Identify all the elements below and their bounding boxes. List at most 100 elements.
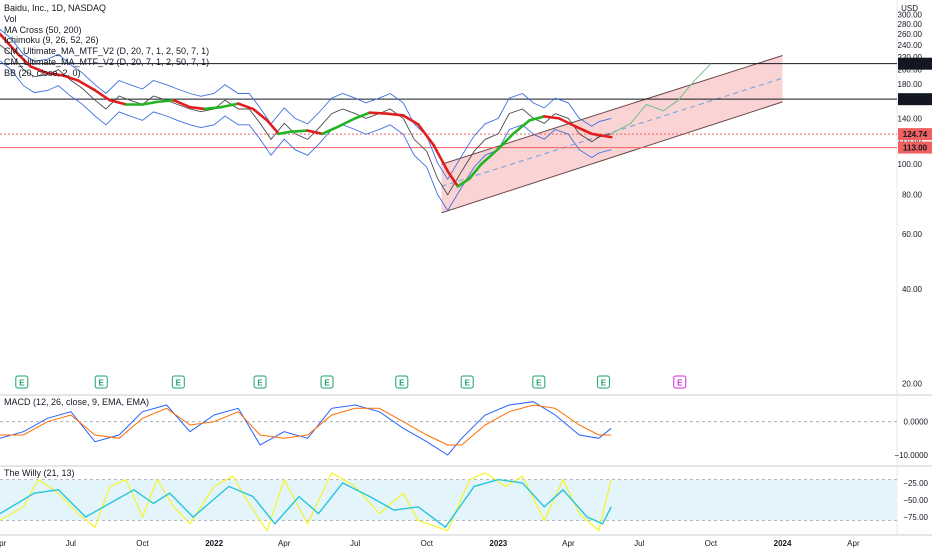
price-axis-tick-13: 280.00 [898, 20, 923, 29]
price-axis-tick-1: 40.00 [902, 285, 923, 294]
price-axis-tick-8: 180.00 [898, 80, 923, 89]
earnings-marker-5 [395, 375, 409, 389]
cm-ma-segment-35 [511, 119, 531, 136]
cm-ma-segment-28 [416, 123, 436, 147]
cm-ma-segment-23 [337, 117, 357, 128]
cm-ma-segment-10 [141, 100, 159, 106]
earnings-marker-9 [673, 375, 687, 389]
macd-signal-line [0, 404, 612, 446]
regression-channel-upper [441, 55, 783, 165]
cm-ma-segment-39 [574, 125, 594, 136]
price-axis-tick-12: 260.00 [898, 30, 923, 39]
cm-ma-segment-8 [108, 98, 128, 106]
cm-ma-segment-22 [321, 125, 341, 136]
earnings-marker-label-5: E [399, 379, 405, 388]
cm-ma-segment-38 [557, 117, 577, 128]
cm-ma-segment-4 [46, 71, 64, 77]
macd-line [0, 401, 612, 456]
price-axis-tick-2: 60.00 [902, 230, 923, 239]
time-axis-tick-5: Jul [350, 539, 360, 548]
cm-ma-segment-29 [432, 143, 450, 173]
legend-indicator-cm-ma-2[interactable]: CM_Ultimate_MA_MTF_V2 (D, 20, 7, 1, 2, 5… [4, 56, 210, 67]
cm-ma-segment-21 [306, 129, 324, 136]
cm-ma-segment-13 [188, 105, 207, 111]
willy-pane-title[interactable]: The Willy (21, 13) [4, 468, 75, 478]
cm-ma-segment-33 [479, 147, 500, 166]
level-label-1: 161.16 [903, 95, 928, 104]
legend-indicator-vol[interactable]: Vol [4, 13, 17, 24]
cm-ma-segment-12 [172, 98, 192, 109]
cm-ma-segment-36 [528, 115, 546, 122]
willy-axis-tick-0: −25.00 [903, 479, 928, 488]
earnings-marker-3 [253, 375, 267, 389]
legend-indicator-bb[interactable]: BB (20, close, 2, 0) [4, 67, 81, 78]
cm-ma-segment-25 [368, 111, 388, 115]
time-axis-tick-7: 2023 [489, 539, 507, 548]
willy-axis-tick-1: −50.00 [903, 496, 928, 505]
level-label-0: 209.09 [903, 60, 928, 69]
time-axis-tick-8: Apr [562, 539, 575, 548]
earnings-marker-label-6: E [465, 379, 471, 388]
time-axis-tick-1: Jul [66, 539, 76, 548]
cm-ma-segment-37 [542, 115, 561, 120]
price-axis-tick-3: 80.00 [902, 191, 923, 200]
cm-ma-segment-16 [236, 102, 255, 111]
level-label-bg-1 [898, 93, 932, 106]
cm-ma-segment-5 [60, 74, 80, 82]
earnings-marker-0 [15, 375, 29, 389]
earnings-marker-label-2: E [176, 379, 182, 388]
level-label-3: 113.00 [903, 144, 928, 153]
level-label-bg-2 [898, 128, 932, 141]
willy-signal-line [0, 478, 612, 529]
time-axis-tick-6: Oct [420, 539, 433, 548]
earnings-marker-label-7: E [536, 379, 542, 388]
willy-line [0, 471, 612, 532]
legend-indicator-ichimoku[interactable]: Ichimoku (9, 26, 52, 26) [4, 35, 99, 46]
legend-indicator-cm-ma-1[interactable]: CM_Ultimate_MA_MTF_V2 (D, 20, 7, 1, 2, 5… [4, 46, 210, 57]
time-axis-tick-9: Jul [634, 539, 644, 548]
currency-label: USD [901, 4, 918, 13]
earnings-marker-7 [532, 375, 546, 389]
cm-ma-segment-6 [76, 79, 97, 92]
cm-ma-segment-20 [289, 129, 309, 133]
price-axis-tick-4: 100.00 [898, 160, 923, 169]
willy-axis-tick-2: −75.00 [903, 513, 928, 522]
time-axis-tick-4: Apr [278, 539, 291, 548]
level-label-2: 124.74 [903, 130, 928, 139]
cm-ma-segment-34 [497, 132, 515, 151]
cm-ma-segment-14 [203, 105, 223, 111]
level-label-bg-3 [898, 141, 932, 154]
price-axis-tick-11: 240.00 [898, 41, 923, 50]
cm-ma-segment-30 [446, 169, 460, 188]
macd-pane-title[interactable]: MACD (12, 26, close, 9, EMA, EMA) [4, 397, 150, 407]
time-axis-tick-11: 2024 [774, 539, 792, 548]
regression-channel-lower [441, 101, 783, 214]
legend-indicator-ma-cross[interactable]: MA Cross (50, 200) [4, 24, 82, 35]
earnings-marker-4 [320, 375, 334, 389]
earnings-marker-label-4: E [324, 379, 330, 388]
macd-axis-tick-1: −10.0000 [894, 451, 928, 460]
projection-line [610, 63, 712, 135]
earnings-marker-8 [596, 375, 610, 389]
time-axis-tick-2: Oct [136, 539, 149, 548]
earnings-marker-label-1: E [99, 379, 105, 388]
cm-ma-segment-17 [251, 107, 269, 122]
price-axis-tick-6: 140.00 [898, 114, 923, 123]
bb-upper-line [0, 29, 612, 181]
earnings-marker-label-3: E [257, 379, 263, 388]
legend-symbol[interactable]: Baidu, Inc., 1D, NASDAQ [4, 3, 107, 13]
regression-channel-center [441, 77, 783, 187]
time-axis-tick-0: Apr [0, 539, 7, 548]
cm-ma-segment-19 [277, 130, 293, 136]
cm-ma-segment-24 [353, 111, 372, 120]
earnings-marker-6 [460, 375, 474, 389]
earnings-marker-label-0: E [19, 379, 25, 388]
price-close-line [0, 44, 612, 196]
time-axis-tick-12: Apr [847, 539, 860, 548]
cm-ma-segment-31 [456, 177, 471, 188]
level-label-bg-0 [898, 57, 932, 70]
cm-ma-segment-27 [402, 114, 420, 126]
earnings-marker-label-8: E [601, 379, 607, 388]
earnings-marker-label-9: E [677, 379, 683, 388]
